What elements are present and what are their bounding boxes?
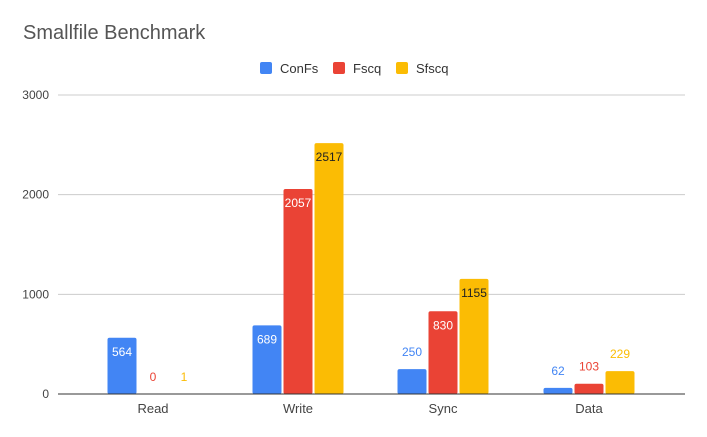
legend-label-fscq: Fscq — [353, 60, 382, 76]
data-label-fscq-read: 0 — [150, 370, 157, 384]
chart-title: Smallfile Benchmark — [23, 22, 206, 44]
legend-item-fscq[interactable]: Fscq — [333, 59, 381, 77]
x-tick-label-sync: Sync — [429, 401, 458, 416]
legend: ConFs Fscq Sfscq — [0, 59, 707, 77]
data-label-confs-sync: 250 — [402, 345, 422, 359]
legend-item-confs[interactable]: ConFs — [260, 59, 318, 77]
bar-confs-read — [107, 337, 137, 394]
data-label-sfscq-data: 229 — [610, 347, 630, 361]
y-tick-label-3000: 3000 — [22, 88, 49, 102]
data-label-fscq-write: 2057 — [285, 196, 312, 210]
data-label-confs-read: 564 — [112, 345, 132, 359]
bar-fscq-sync — [428, 311, 458, 394]
data-label-fscq-data: 103 — [579, 360, 599, 374]
bar-fscq-write — [283, 188, 313, 394]
legend-label-confs: ConFs — [280, 60, 319, 76]
y-tick-label-0: 0 — [42, 387, 49, 401]
legend-item-sfscq[interactable]: Sfscq — [396, 59, 449, 77]
x-tick-label-data: Data — [575, 401, 603, 416]
x-tick-label-write: Write — [283, 401, 313, 416]
bar-confs-data — [543, 387, 573, 394]
data-label-sfscq-read: 1 — [181, 370, 188, 384]
legend-label-sfscq: Sfscq — [416, 60, 449, 76]
bar-fscq-data — [574, 383, 604, 394]
bar-confs-write — [252, 325, 282, 394]
legend-swatch-confs — [260, 62, 272, 74]
bar-sfscq-data — [605, 371, 635, 394]
y-tick-label-2000: 2000 — [22, 188, 49, 202]
data-label-confs-write: 689 — [257, 332, 277, 346]
data-label-sfscq-write: 2517 — [316, 150, 343, 164]
bar-sfscq-sync — [459, 278, 489, 394]
data-label-fscq-sync: 830 — [433, 318, 453, 332]
legend-swatch-sfscq — [396, 62, 408, 74]
data-label-sfscq-sync: 1155 — [461, 286, 487, 300]
y-tick-label-1000: 1000 — [22, 287, 49, 301]
data-label-confs-data: 62 — [551, 364, 565, 378]
bar-sfscq-write — [314, 143, 344, 394]
legend-swatch-fscq — [333, 62, 345, 74]
x-tick-label-read: Read — [137, 401, 168, 416]
bar-confs-sync — [397, 369, 427, 394]
